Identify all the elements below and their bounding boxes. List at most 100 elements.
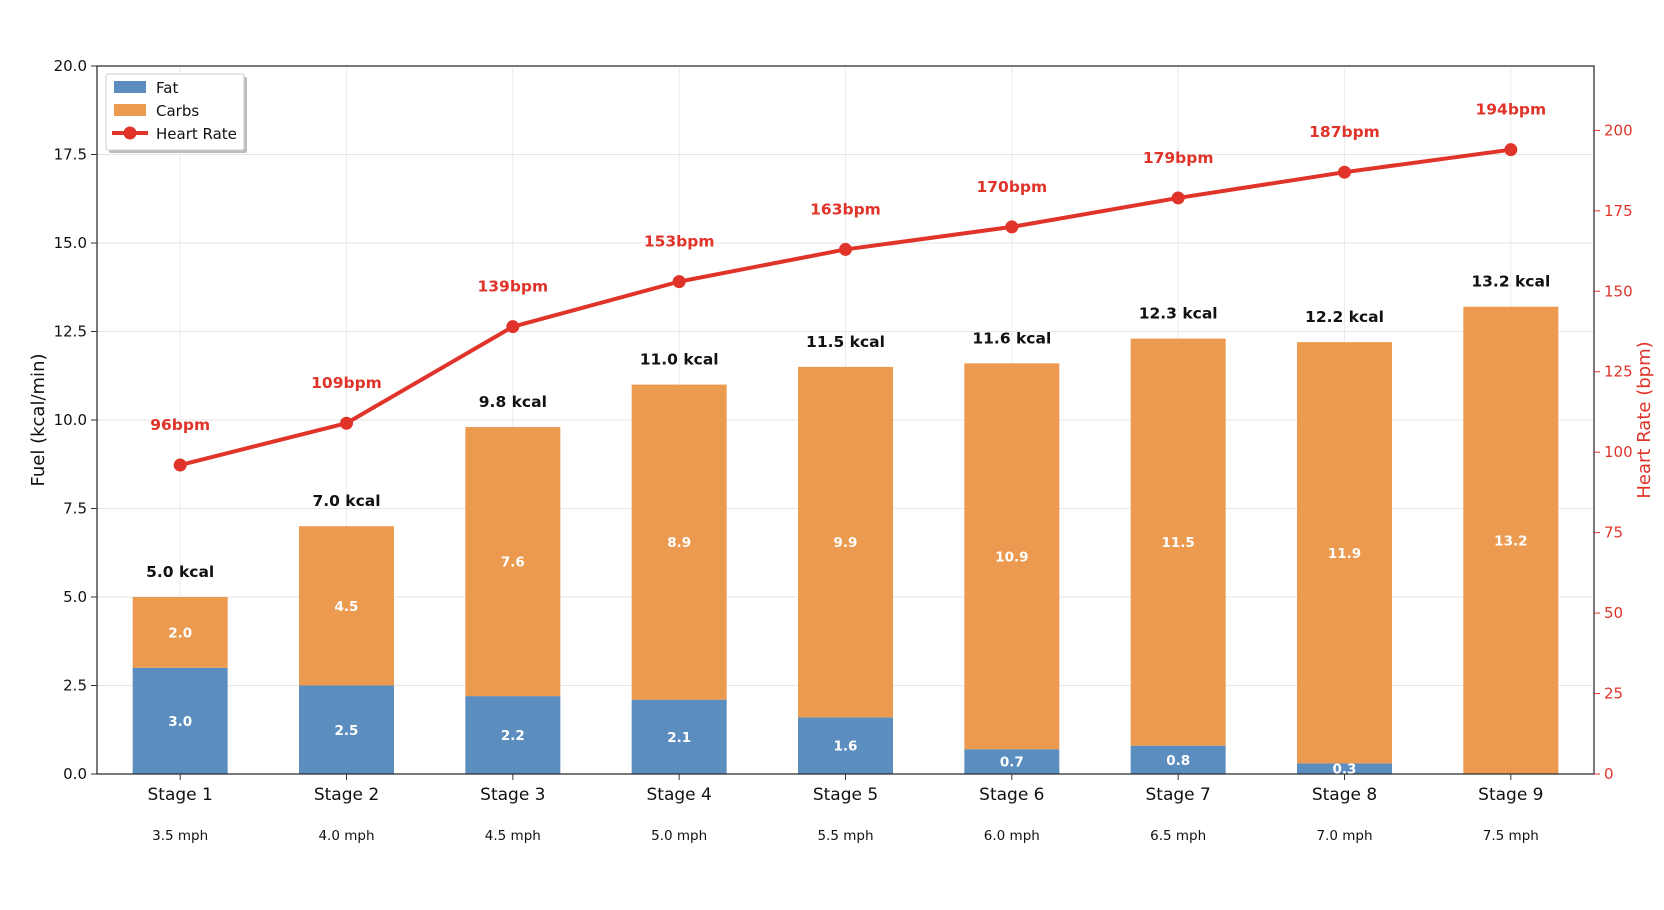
y-tick-label: 7.5 <box>63 500 87 518</box>
carbs-value-label: 4.5 <box>335 599 359 615</box>
y2-tick-label: 150 <box>1604 282 1633 300</box>
x-tick-label: Stage 9 <box>1478 785 1543 805</box>
fat-value-label: 3.0 <box>168 714 192 730</box>
bar-fat <box>299 685 394 774</box>
heart-rate-label: 139bpm <box>477 278 548 296</box>
carbs-value-label: 2.0 <box>168 625 192 641</box>
y-tick-label: 10.0 <box>54 411 87 429</box>
y2-tick-label: 125 <box>1604 363 1633 381</box>
bar-fat <box>465 696 561 774</box>
axes: 0.0 2.5 5.0 7.5 10.0 12.5 15.0 17.5 20.0 0 25 50 75 1… <box>54 57 1633 844</box>
bar-fat <box>631 699 727 774</box>
speed-label: 5.5 mph <box>817 828 873 844</box>
fat-value-label: 2.1 <box>667 730 691 746</box>
bar-carbs <box>132 597 228 668</box>
speed-label: 4.0 mph <box>318 828 374 844</box>
bars <box>132 306 1559 774</box>
total-label: 12.3 kcal <box>1139 305 1218 323</box>
carbs-value-label: 13.2 <box>1494 533 1527 549</box>
fat-value-label: 2.2 <box>501 728 525 744</box>
y-tick-label: 0.0 <box>63 765 87 783</box>
y2-tick-label: 200 <box>1604 121 1633 139</box>
bar-carbs <box>798 366 893 718</box>
data-labels: 3.0 2.0 5.0 kcal 96bpm 2.5 4.5 7.0 kcal 109bpm 2… <box>146 101 1550 778</box>
legend: Fat Carbs Heart Rate <box>105 73 247 153</box>
legend-label-fat: Fat <box>156 79 178 97</box>
fat-value-label: 0.3 <box>1333 762 1357 778</box>
total-label: 11.5 kcal <box>806 333 885 351</box>
heart-rate-point <box>839 242 852 256</box>
total-label: 5.0 kcal <box>146 563 214 581</box>
heart-rate-label: 109bpm <box>311 374 382 392</box>
bar-carbs <box>299 526 394 686</box>
heart-rate-point <box>173 458 187 472</box>
legend-label-heart-rate: Heart Rate <box>156 125 237 143</box>
y-axis-title: Fuel (kcal/min) <box>28 354 49 487</box>
bar-carbs <box>1130 338 1226 746</box>
x-tick-label: Stage 3 <box>480 785 545 805</box>
bar-fat <box>964 749 1060 774</box>
heart-rate-line <box>173 143 1518 472</box>
speed-label: 7.0 mph <box>1316 828 1372 844</box>
carbs-value-label: 7.6 <box>501 555 525 571</box>
y-tick-label: 2.5 <box>63 677 87 695</box>
x-tick-label: Stage 5 <box>813 785 878 805</box>
heart-rate-label: 170bpm <box>976 178 1047 196</box>
fat-value-label: 2.5 <box>335 723 359 739</box>
total-label: 11.6 kcal <box>972 329 1051 347</box>
total-label: 7.0 kcal <box>312 492 380 510</box>
legend-marker-heart-rate <box>123 126 137 140</box>
x-tick-label: Stage 7 <box>1145 785 1210 805</box>
y2-tick-label: 175 <box>1604 202 1633 220</box>
bar-carbs <box>1463 306 1559 774</box>
x-tick-label: Stage 6 <box>979 785 1044 805</box>
bar-carbs <box>1297 342 1392 764</box>
bar-fat <box>1130 745 1226 774</box>
total-label: 12.2 kcal <box>1305 308 1384 326</box>
heart-rate-point <box>1504 143 1518 157</box>
heart-rate-point <box>1171 191 1185 205</box>
x-tick-label: Stage 8 <box>1312 785 1377 805</box>
y2-tick-label: 75 <box>1604 524 1623 542</box>
speed-label: 7.5 mph <box>1483 828 1539 844</box>
carbs-value-label: 9.9 <box>834 535 858 551</box>
heart-rate-label: 153bpm <box>644 233 715 251</box>
total-label: 11.0 kcal <box>640 351 719 369</box>
y2-tick-label: 50 <box>1604 604 1623 622</box>
y-tick-label: 17.5 <box>54 146 87 164</box>
total-label: 13.2 kcal <box>1471 273 1550 291</box>
x-tick-label: Stage 2 <box>314 785 379 805</box>
bar-fat <box>1297 763 1392 774</box>
y-tick-label: 12.5 <box>54 323 87 341</box>
total-label: 9.8 kcal <box>479 393 547 411</box>
bar-carbs <box>964 363 1060 750</box>
legend-swatch-carbs <box>114 104 146 116</box>
legend-swatch-fat <box>114 81 146 93</box>
carbs-value-label: 11.9 <box>1328 546 1361 562</box>
speed-label: 5.0 mph <box>651 828 707 844</box>
speed-label: 6.5 mph <box>1150 828 1206 844</box>
carbs-value-label: 8.9 <box>667 535 691 551</box>
heart-rate-label: 96bpm <box>150 416 210 434</box>
bar-carbs <box>465 427 561 697</box>
y-tick-label: 20.0 <box>54 57 87 75</box>
fat-value-label: 0.8 <box>1166 753 1190 769</box>
y2-tick-label: 100 <box>1604 443 1633 461</box>
speed-label: 3.5 mph <box>152 828 208 844</box>
heart-rate-label: 179bpm <box>1143 149 1214 167</box>
heart-rate-label: 194bpm <box>1475 101 1546 119</box>
bar-fat <box>132 667 228 774</box>
carbs-value-label: 10.9 <box>995 549 1028 565</box>
bar-carbs <box>631 384 727 700</box>
y2-tick-label: 0 <box>1604 765 1614 783</box>
heart-rate-label: 163bpm <box>810 200 881 218</box>
carbs-value-label: 11.5 <box>1162 535 1195 551</box>
legend-label-carbs: Carbs <box>156 102 199 120</box>
speed-label: 4.5 mph <box>485 828 541 844</box>
heart-rate-point <box>1338 165 1351 179</box>
y2-tick-label: 25 <box>1604 685 1623 703</box>
x-tick-label: Stage 1 <box>147 785 212 805</box>
fat-value-label: 1.6 <box>834 739 858 755</box>
bar-fat <box>798 717 893 774</box>
